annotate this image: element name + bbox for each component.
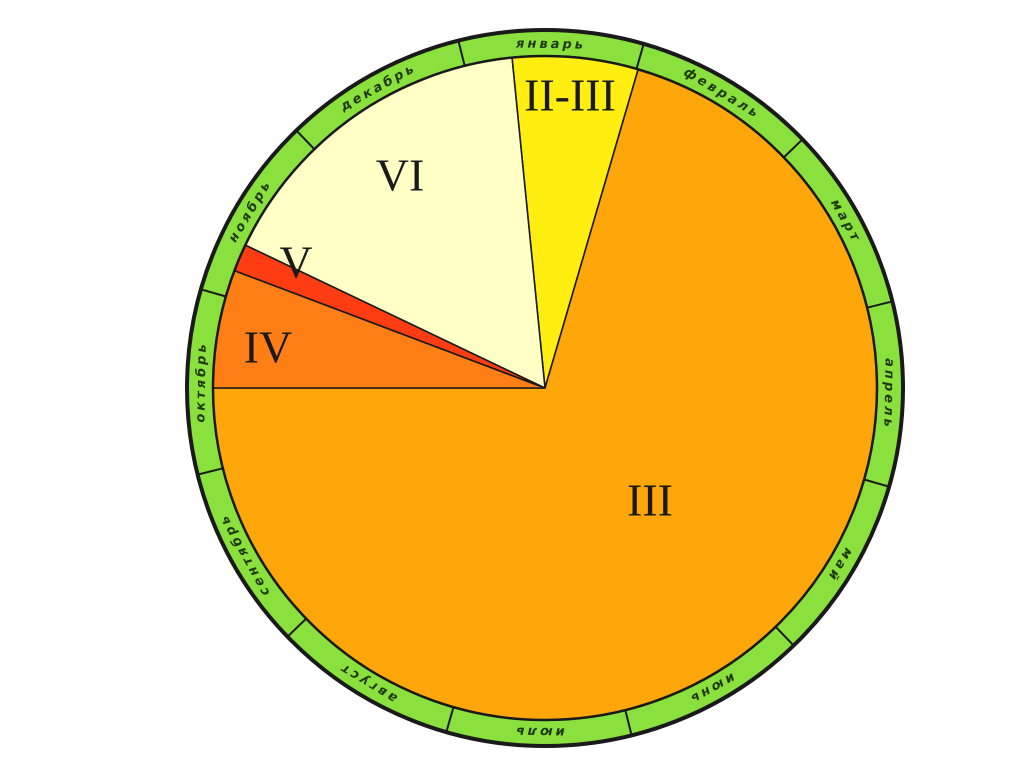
month-label-4: апрель [880, 358, 896, 430]
month-divider [774, 626, 795, 647]
month-divider [445, 706, 455, 733]
month-label-1: январь [515, 36, 586, 52]
sector-label-vi: VI [376, 150, 425, 201]
month-divider [783, 138, 804, 159]
month-label-7: июль [513, 723, 565, 739]
month-divider [200, 288, 227, 298]
sector-label-iii: III [627, 475, 673, 526]
sector-labels: II-III III IV V VI [244, 70, 673, 526]
month-divider [197, 467, 224, 476]
month-divider [866, 300, 893, 309]
month-divider [286, 617, 307, 638]
month-divider [457, 40, 466, 67]
month-divider [635, 43, 645, 70]
month-label-10: октябрь [193, 341, 209, 422]
sectors [211, 54, 879, 722]
month-divider [295, 129, 316, 150]
month-divider [624, 709, 633, 736]
sector-label-v: V [279, 237, 312, 288]
pie-outline [211, 54, 879, 722]
month-divider [863, 478, 890, 488]
sector-label-ii-iii: II-III [524, 70, 616, 121]
sector-label-iv: IV [244, 322, 293, 373]
